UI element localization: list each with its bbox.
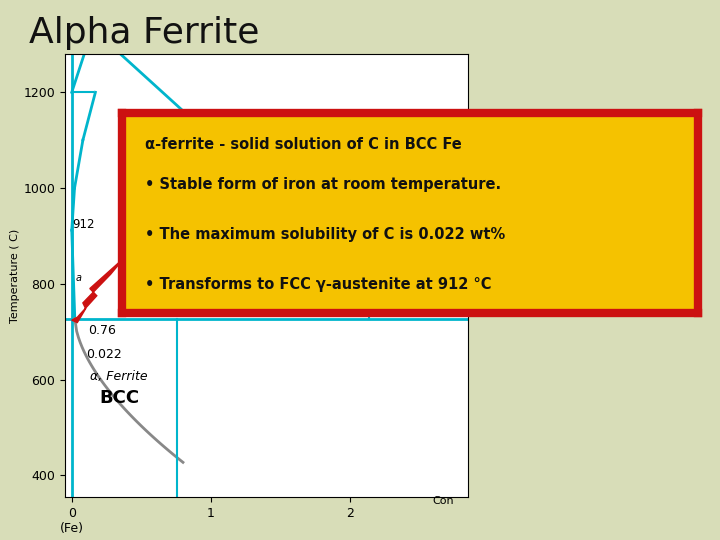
Text: 0.022: 0.022 — [86, 348, 122, 361]
Text: BCC: BCC — [99, 389, 140, 408]
Text: 0.76: 0.76 — [89, 324, 117, 337]
Text: • Transforms to FCC γ-austenite at 912 °C: • Transforms to FCC γ-austenite at 912 °… — [145, 277, 492, 292]
Text: α-ferrite - solid solution of C in BCC Fe: α-ferrite - solid solution of C in BCC F… — [145, 137, 462, 152]
Text: Con: Con — [433, 496, 454, 506]
Text: α, Ferrite: α, Ferrite — [90, 370, 148, 383]
Text: • Stable form of iron at room temperature.: • Stable form of iron at room temperatur… — [145, 177, 502, 192]
Text: 912: 912 — [73, 218, 95, 231]
Polygon shape — [72, 258, 125, 322]
Y-axis label: Temperature ( C): Temperature ( C) — [10, 228, 20, 322]
Text: a: a — [75, 273, 81, 283]
Text: • The maximum solubility of C is 0.022 wt%: • The maximum solubility of C is 0.022 w… — [145, 227, 505, 242]
Text: Alpha Ferrite: Alpha Ferrite — [29, 16, 259, 50]
